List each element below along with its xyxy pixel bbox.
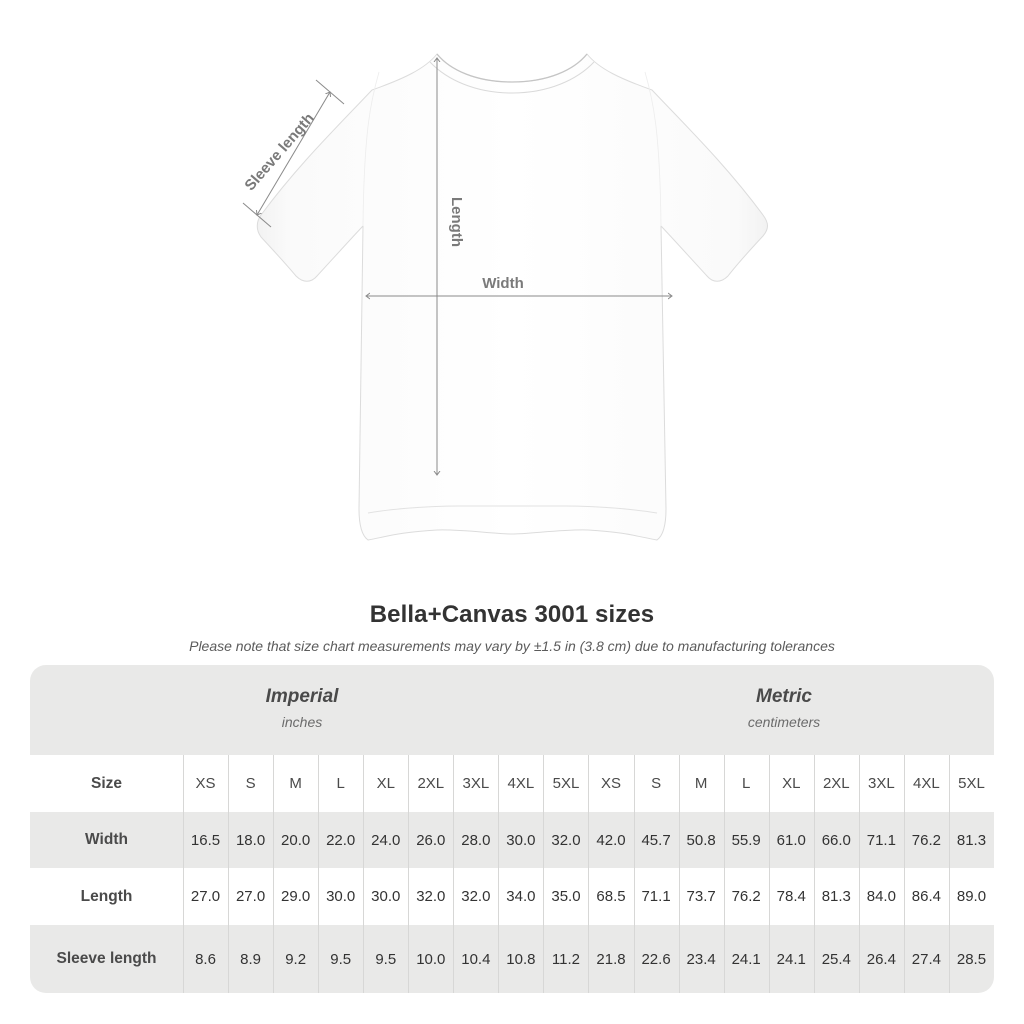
svg-text:Width: Width [482,275,524,292]
svg-text:Length: Length [448,197,465,247]
